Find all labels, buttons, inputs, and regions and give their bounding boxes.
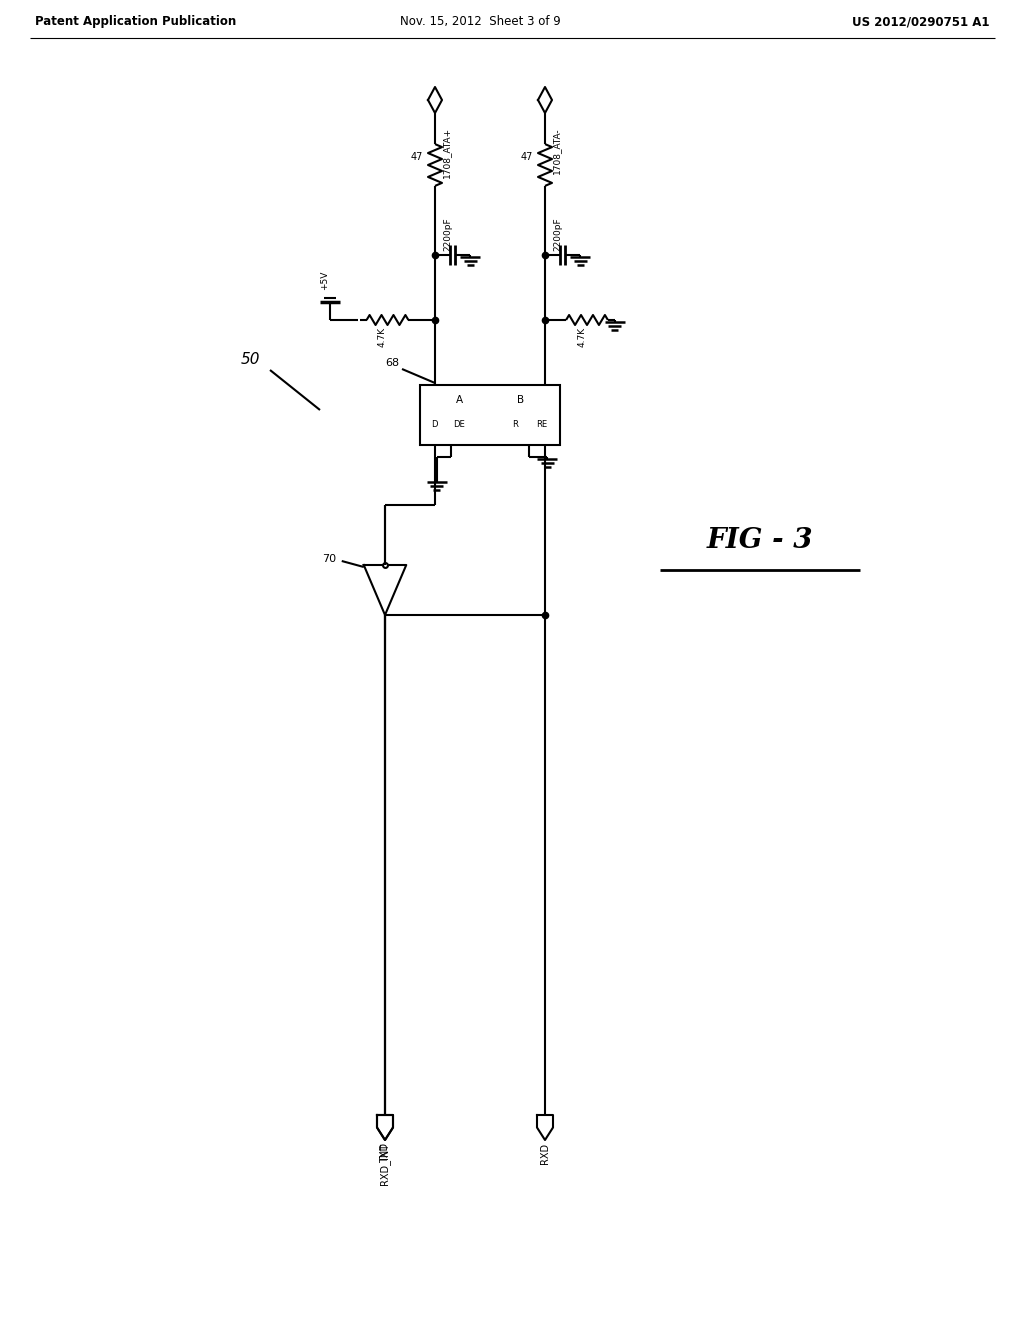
Text: 2200pF: 2200pF: [553, 218, 562, 251]
Text: +5V: +5V: [321, 271, 330, 290]
Text: D: D: [431, 420, 437, 429]
Text: FIG - 3: FIG - 3: [707, 527, 813, 553]
Text: 70: 70: [322, 554, 336, 564]
Text: 4.7K: 4.7K: [578, 327, 587, 347]
Text: 2200pF: 2200pF: [443, 218, 452, 251]
Text: US 2012/0290751 A1: US 2012/0290751 A1: [853, 16, 990, 29]
Text: R: R: [512, 420, 518, 429]
Text: 47: 47: [520, 152, 534, 162]
Text: A: A: [456, 395, 463, 405]
Text: 68: 68: [385, 358, 399, 368]
Text: DE: DE: [454, 420, 465, 429]
Text: TXD: TXD: [380, 1143, 390, 1163]
Text: 47: 47: [411, 152, 423, 162]
Text: 1708_ATA-: 1708_ATA-: [552, 127, 561, 174]
Text: Nov. 15, 2012  Sheet 3 of 9: Nov. 15, 2012 Sheet 3 of 9: [399, 16, 560, 29]
Text: RE: RE: [537, 420, 548, 429]
Text: B: B: [517, 395, 524, 405]
Text: 50: 50: [241, 352, 260, 367]
Text: 4.7K: 4.7K: [378, 327, 387, 347]
Text: RXD: RXD: [540, 1143, 550, 1164]
Text: RXD_INT: RXD_INT: [380, 1143, 390, 1185]
Text: Patent Application Publication: Patent Application Publication: [35, 16, 237, 29]
Bar: [420, 385, 560, 445]
Text: 1708_ATA+: 1708_ATA+: [442, 127, 451, 178]
